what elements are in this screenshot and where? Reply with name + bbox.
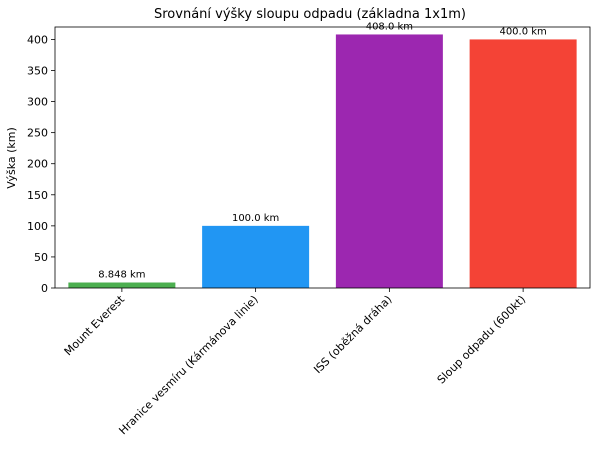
y-tick-label-0: 0 [41,282,48,295]
x-tick-label-3: ISS (oběžná dráha) [311,293,394,376]
data-label-4: 400.0 km [499,26,546,37]
chart-title: Srovnání výšky sloupu odpadu (základna 1… [154,7,466,22]
y-tick-label-1: 50 [34,251,48,264]
y-tick-label-6: 300 [27,96,48,109]
bar-2 [202,225,310,288]
x-tick-label-4: Sloup odpadu (600kt) [435,293,529,387]
x-tick-label-2: Hranice vesmíru (Kármánova linie) [116,293,260,437]
bar-1 [68,282,176,288]
y-tick-label-2: 100 [27,220,48,233]
bar-4 [469,39,577,288]
y-axis-label: Výška (km) [5,127,18,189]
y-tick-label-3: 150 [27,189,48,202]
data-label-1: 8.848 km [98,270,145,281]
y-tick-label-8: 400 [27,33,48,46]
bar-3 [335,34,443,289]
x-tick-label-1: Mount Everest [62,292,128,358]
y-tick-label-4: 200 [27,158,48,171]
axes-frame [54,26,591,289]
data-label-2: 100.0 km [232,213,279,224]
y-tick-label-5: 250 [27,127,48,140]
y-tick-label-7: 350 [27,65,48,78]
